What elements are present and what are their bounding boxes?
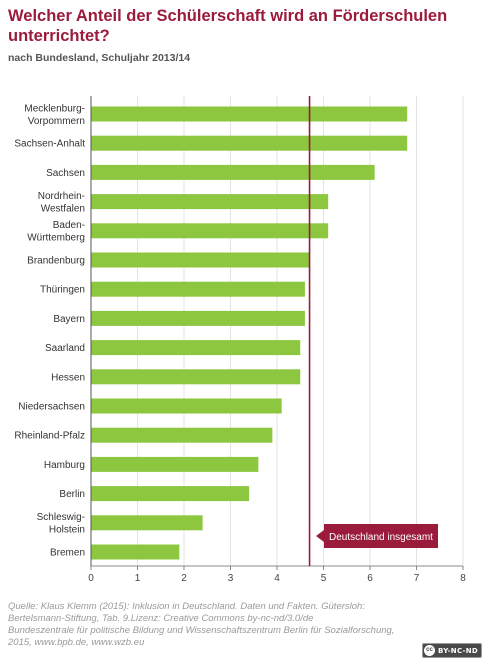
bar-5 [91, 252, 310, 268]
bars-group [91, 106, 408, 560]
x-tick-label-2: 2 [181, 573, 187, 584]
license-text: BY-NC-ND [438, 646, 479, 655]
category-label-line: Sachsen-Anhalt [14, 139, 85, 150]
bar-10 [91, 398, 282, 414]
bar-14 [91, 515, 203, 531]
reference-label-box [324, 524, 438, 548]
x-tick-label-1: 1 [135, 573, 141, 584]
category-label-3: Nordrhein-Westfalen [38, 191, 85, 215]
category-labels: Mecklenburg- Vorpommern Sachsen-Anhalt Sach… [14, 103, 85, 558]
category-label-line: Württemberg [27, 233, 85, 244]
source-line-2: Bundeszentrale für politische Bildung un… [8, 625, 395, 648]
category-label-line: Brandenburg [27, 256, 85, 267]
x-tick-label-7: 7 [414, 573, 420, 584]
bar-11 [91, 427, 273, 443]
bar-6 [91, 281, 305, 297]
category-label-line: Berlin [59, 489, 85, 500]
category-label-12: Hamburg [44, 460, 85, 471]
bar-chart: Mecklenburg- Vorpommern Sachsen-Anhalt Sach… [14, 96, 466, 584]
category-label-line: Rheinland-Pfalz [14, 431, 85, 442]
category-label-6: Thüringen [40, 285, 85, 296]
category-label-line: Schleswig- [37, 512, 85, 523]
bar-4 [91, 223, 329, 239]
x-tick-label-8: 8 [460, 573, 466, 584]
category-label-line: Westfalen [41, 203, 85, 214]
category-label-5: Brandenburg [27, 256, 85, 267]
source-note: Quelle: Klaus Klemm (2015): Inklusion in… [8, 601, 408, 649]
category-label-line: Nordrhein- [38, 191, 85, 202]
category-label-2: Sachsen [46, 168, 85, 179]
category-label-line: Hessen [51, 372, 85, 383]
bar-7 [91, 310, 305, 326]
x-tick-label-5: 5 [321, 573, 327, 584]
category-label-8: Saarland [45, 343, 85, 354]
category-label-line: Bayern [53, 314, 85, 325]
bar-15 [91, 544, 180, 560]
category-label-13: Berlin [59, 489, 85, 500]
x-tick-label-0: 0 [88, 573, 94, 584]
bar-2 [91, 164, 375, 180]
bar-0 [91, 106, 408, 122]
reference-label: Deutschland insgesamt [329, 532, 433, 543]
bar-8 [91, 340, 301, 356]
category-label-4: Baden- Württemberg [27, 220, 85, 244]
category-label-line: Bremen [50, 548, 85, 559]
chart-subtitle: nach Bundesland, Schuljahr 2013/14 [8, 52, 191, 64]
x-axis: 0 1 2 3 4 5 6 7 8 [88, 565, 466, 584]
x-tick-label-6: 6 [367, 573, 373, 584]
category-label-line: Saarland [45, 343, 85, 354]
category-label-line: Thüringen [40, 285, 85, 296]
category-label-line: Holstein [49, 525, 85, 536]
category-label-15: Bremen [50, 548, 85, 559]
category-label-9: Hessen [51, 372, 85, 383]
category-label-line: Baden- [53, 220, 85, 231]
reference-group: Deutschland insgesamt [308, 96, 438, 566]
category-label-line: Sachsen [46, 168, 85, 179]
bar-3 [91, 194, 329, 210]
bar-9 [91, 369, 301, 385]
category-label-7: Bayern [53, 314, 85, 325]
category-label-line: Niedersachsen [18, 402, 85, 413]
x-tick-label-4: 4 [274, 573, 280, 584]
category-label-line: Mecklenburg- [24, 103, 85, 114]
category-label-11: Rheinland-Pfalz [14, 431, 85, 442]
source-line-1: Quelle: Klaus Klemm (2015): Inklusion in… [8, 601, 365, 624]
chart-title: Welcher Anteil der Schülerschaft wird an… [8, 7, 448, 45]
category-label-line: Vorpommern [28, 116, 85, 127]
bar-12 [91, 456, 259, 472]
category-label-14: Schleswig- Holstein [37, 512, 85, 536]
reference-label-pointer [316, 530, 324, 542]
category-label-line: Hamburg [44, 460, 85, 471]
category-label-1: Sachsen-Anhalt [14, 139, 85, 150]
creative-commons-icon: cc [424, 645, 435, 656]
x-tick-label-3: 3 [228, 573, 234, 584]
category-label-10: Niedersachsen [18, 402, 85, 413]
bar-13 [91, 486, 250, 502]
license-badge[interactable]: cc BY-NC-ND [422, 643, 482, 658]
bar-1 [91, 135, 408, 151]
category-label-0: Mecklenburg- Vorpommern [24, 103, 85, 127]
